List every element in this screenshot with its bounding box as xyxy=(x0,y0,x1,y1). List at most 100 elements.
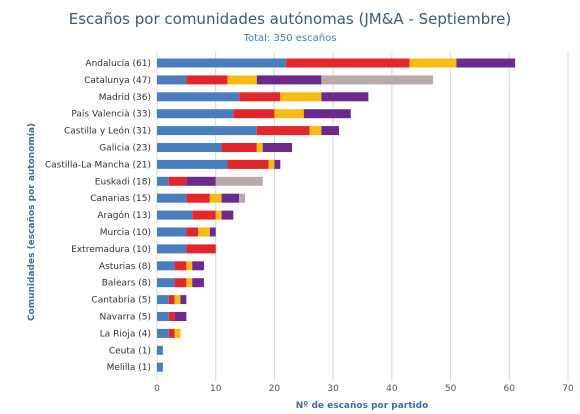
y-axis-title: Comunidades (escaños por autonomía) xyxy=(27,123,37,321)
x-tick-label: 60 xyxy=(504,384,516,394)
x-tick-label: 0 xyxy=(154,384,160,394)
x-tick-label: 20 xyxy=(269,384,281,394)
bar-segment xyxy=(157,109,234,119)
x-tick-label: 10 xyxy=(210,384,222,394)
bar-segment xyxy=(157,176,169,186)
bar-segment xyxy=(157,58,287,68)
bar-segment xyxy=(221,143,257,152)
bar-segment xyxy=(239,92,281,102)
bar-segment xyxy=(186,176,216,186)
category-label: Asturias (8) xyxy=(99,262,151,272)
bar-segment xyxy=(233,109,275,119)
bar-segment xyxy=(157,143,222,152)
x-axis-title: Nº de escaños por partido xyxy=(296,401,429,411)
bar-segment xyxy=(186,278,193,288)
category-label: Madrid (36) xyxy=(99,93,151,103)
category-label: Ceuta (1) xyxy=(109,346,151,356)
bar-segment xyxy=(186,244,216,254)
bar-segment xyxy=(157,328,169,338)
category-label: Andalucía (61) xyxy=(85,59,151,69)
bar-segment xyxy=(256,126,310,136)
bar-segment xyxy=(157,278,175,288)
bar-segment xyxy=(168,176,187,186)
category-label: Castilla-La Mancha (21) xyxy=(45,160,151,170)
bar-segment xyxy=(174,295,181,305)
category-label: Melilla (1) xyxy=(107,363,151,373)
x-tick-label: 40 xyxy=(386,384,398,394)
bar-segment xyxy=(321,126,340,136)
bar-segment xyxy=(274,109,304,119)
bar-segment xyxy=(262,143,293,152)
bar-segment xyxy=(215,176,263,186)
bar-segment xyxy=(256,143,263,152)
category-label: Galicia (23) xyxy=(99,144,151,154)
bar-segment xyxy=(157,295,169,305)
chart-subtitle: Total: 350 escaños xyxy=(243,33,337,44)
bar-segment xyxy=(209,227,216,237)
bar-segment xyxy=(192,210,216,220)
bar-segment xyxy=(157,227,187,237)
bar-segment xyxy=(157,362,163,372)
x-tick-label: 50 xyxy=(445,384,457,394)
category-label: Aragón (13) xyxy=(97,210,151,221)
bar-segment xyxy=(192,278,204,288)
category-label: País Valencià (33) xyxy=(71,110,151,120)
bar-segment xyxy=(157,159,228,169)
bar-segment xyxy=(157,75,187,85)
bar-segment xyxy=(157,193,187,203)
bar-segment xyxy=(280,92,322,102)
bar-segment xyxy=(198,227,210,237)
bar-segment xyxy=(221,210,234,220)
bar-segment xyxy=(303,109,351,119)
bar-segment xyxy=(157,261,175,271)
bar-segment xyxy=(192,261,204,271)
bar-segment xyxy=(168,312,175,321)
x-tick-labels: 0 10 20 30 40 50 60 70 xyxy=(154,384,574,394)
bar-segment xyxy=(286,58,410,68)
bar-segment xyxy=(157,244,187,254)
bar-segment xyxy=(274,159,281,169)
bar-segment xyxy=(227,75,257,85)
bar-segment xyxy=(174,261,187,271)
x-tick-label: 30 xyxy=(327,384,339,394)
bar-segment xyxy=(321,92,369,102)
category-label: Catalunya (47) xyxy=(84,76,151,86)
bar-segment xyxy=(186,227,199,237)
bar-segment xyxy=(157,312,169,321)
x-tick-label: 70 xyxy=(562,384,574,394)
category-label: Navarra (5) xyxy=(100,313,151,323)
category-label: Castilla y León (31) xyxy=(64,126,151,137)
category-label: Extremadura (10) xyxy=(71,245,151,255)
bars xyxy=(157,58,516,372)
category-label: Euskadi (18) xyxy=(95,177,151,187)
bar-segment xyxy=(409,58,457,68)
bar-segment xyxy=(157,210,193,220)
bar-segment xyxy=(157,345,163,355)
bar-segment xyxy=(186,261,193,271)
bar-segment xyxy=(180,295,187,305)
bar-segment xyxy=(157,126,257,136)
bar-segment xyxy=(256,75,322,85)
bar-segment xyxy=(174,312,187,321)
bar-segment xyxy=(309,126,322,136)
bar-segment xyxy=(321,75,433,85)
bar-segment xyxy=(227,159,269,169)
bar-segment xyxy=(221,193,240,203)
bar-segment xyxy=(209,193,222,203)
bar-segment xyxy=(239,193,246,203)
bar-segment xyxy=(215,210,222,220)
bar-segment xyxy=(174,328,181,338)
category-label: La Rioja (4) xyxy=(100,329,151,339)
chart-title: Escaños por comunidades autónomas (JM&A … xyxy=(69,10,511,28)
bar-segment xyxy=(186,75,228,85)
bar-segment xyxy=(174,278,187,288)
category-label: Cantabria (5) xyxy=(91,296,151,306)
grid-lines xyxy=(156,52,569,382)
bar-segment xyxy=(456,58,516,68)
bar-segment xyxy=(168,328,175,338)
bar-segment xyxy=(168,295,175,305)
bar-segment xyxy=(157,92,240,102)
bar-segment xyxy=(186,193,210,203)
category-label: Murcia (10) xyxy=(100,228,151,238)
